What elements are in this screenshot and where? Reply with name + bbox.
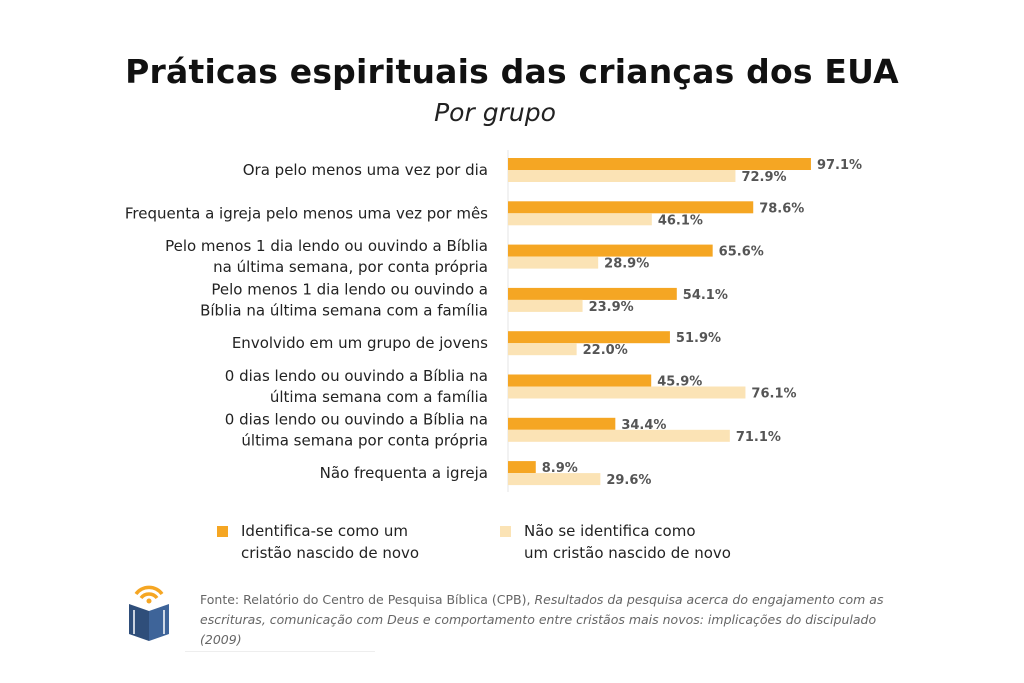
bar-not-born-again	[508, 213, 652, 226]
bar-not-born-again	[508, 343, 577, 356]
source-note: Fonte: Relatório do Centro de Pesquisa B…	[200, 592, 884, 647]
category-label: Não frequenta a igreja	[320, 464, 488, 482]
divider	[185, 651, 375, 652]
data-label: 65.6%	[719, 245, 764, 260]
bar-not-born-again	[508, 299, 583, 312]
data-label: 78.6%	[759, 201, 804, 216]
category-label: Envolvido em um grupo de jovens	[232, 334, 488, 352]
data-label: 46.1%	[658, 213, 703, 228]
data-label: 34.4%	[621, 418, 666, 433]
data-label: 76.1%	[751, 387, 796, 402]
bar-born-again	[508, 417, 616, 430]
legend-swatch-born-again	[217, 526, 228, 537]
bar-born-again	[508, 461, 536, 474]
bar-born-again	[508, 158, 811, 170]
data-label: 28.9%	[604, 257, 649, 272]
category-label: Frequenta a igreja pelo menos uma vez po…	[125, 204, 488, 222]
chart-subtitle: Por grupo	[434, 98, 556, 127]
data-label: 23.9%	[589, 300, 634, 315]
bar-not-born-again	[508, 429, 730, 442]
data-label: 8.9%	[542, 461, 578, 476]
data-label: 45.9%	[657, 375, 702, 390]
data-label: 71.1%	[736, 430, 781, 445]
bar-not-born-again	[508, 170, 736, 182]
data-label: 72.9%	[741, 170, 786, 185]
bar-born-again	[508, 331, 670, 344]
bar-not-born-again	[508, 386, 746, 399]
data-label: 22.0%	[583, 343, 628, 358]
source-title: Resultados da pesquisa acerca do engajam…	[200, 592, 884, 647]
chart-title: Práticas espirituais das crianças dos EU…	[125, 52, 899, 91]
bar-born-again	[508, 244, 713, 257]
category-label: Ora pelo menos uma vez por dia	[243, 161, 488, 179]
category-label: Pelo menos 1 dia lendo ou ouvindo a Bíbl…	[165, 237, 488, 276]
legend-item-not-born-again: Não se identifica como um cristão nascido…	[500, 520, 744, 564]
bar-born-again	[508, 287, 677, 300]
bar-born-again	[508, 374, 652, 387]
category-label: Pelo menos 1 dia lendo ou ouvindo a Bíbli…	[200, 280, 488, 319]
bar-chart: Ora pelo menos uma vez por dia 97.1% 72.9%…	[125, 150, 862, 492]
category-label: 0 dias lendo ou ouvindo a Bíblia na últim…	[225, 367, 488, 406]
data-label: 51.9%	[676, 331, 721, 346]
legend-label-not-born-again: Não se identifica como um cristão nascido…	[524, 522, 731, 562]
category-label: 0 dias lendo ou ouvindo a Bíblia na últim…	[225, 410, 488, 449]
data-label: 97.1%	[817, 158, 862, 173]
bar-not-born-again	[508, 256, 599, 269]
data-label: 29.6%	[606, 473, 651, 488]
data-label: 54.1%	[683, 288, 728, 303]
bible-broadcast-logo	[129, 585, 169, 641]
bar-born-again	[508, 201, 754, 214]
legend-item-born-again: Identifica-se como um cristão nascido de …	[217, 520, 441, 564]
legend-swatch-not-born-again	[500, 526, 511, 537]
legend-label-born-again: Identifica-se como um cristão nascido de …	[241, 522, 420, 562]
bar-not-born-again	[508, 473, 601, 486]
